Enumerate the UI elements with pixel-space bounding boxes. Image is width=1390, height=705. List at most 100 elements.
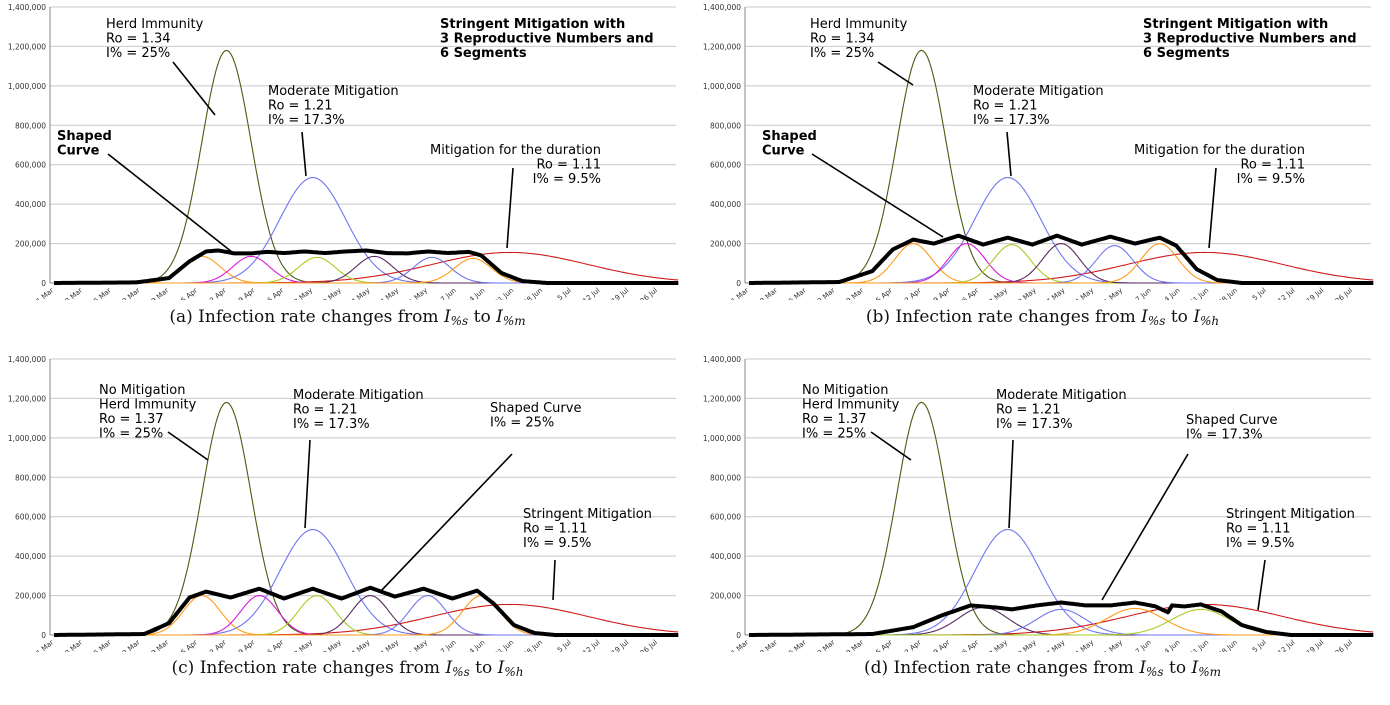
caption-b: (b) Infection rate changes from I%s to I… xyxy=(695,307,1390,328)
x-tick-label: 10 May xyxy=(318,638,343,652)
annotation-text: Herd Immunity Ro = 1.34 I% = 25% xyxy=(106,17,204,61)
annotation-text: Moderate Mitigation Ro = 1.21 I% = 17.3% xyxy=(996,388,1127,432)
caption-a-to-sub: %m xyxy=(502,314,526,328)
series-line xyxy=(749,606,1374,636)
x-tick-label: 21 Jun xyxy=(1188,638,1210,652)
x-tick-label: 7 Jun xyxy=(439,286,458,300)
annotation-line: Curve xyxy=(57,144,100,159)
annotation-line: I% = 9.5% xyxy=(1237,172,1305,187)
x-tick-label: 29 Mar xyxy=(841,286,865,300)
x-tick-label: 5 Apr xyxy=(179,638,199,652)
annotation-text: No Mitigation Herd Immunity Ro = 1.37 I% = … xyxy=(802,383,900,442)
annotation-text: Moderate Mitigation Ro = 1.21 I% = 17.3% xyxy=(973,84,1104,128)
annotation-leader xyxy=(1208,167,1217,249)
y-tick-label: 400,000 xyxy=(15,552,46,561)
x-tick-label: 28 Jun xyxy=(1217,638,1239,652)
x-tick-label: 22 Mar xyxy=(118,638,142,652)
x-tick-label: 31 May xyxy=(404,638,429,652)
annotation-text: Mitigation for the duration Ro = 1.11 I% =… xyxy=(430,143,601,187)
annotation-leader xyxy=(301,131,307,177)
x-tick-label: 15 Mar xyxy=(784,638,808,652)
y-tick-label: 1,400,000 xyxy=(8,355,46,364)
chart-panel-b: 0 200,000 400,000 600,000 800,000 1,000,000 1,… xyxy=(695,0,1390,300)
annotation-text: Stringent Mitigation with 3 Reproductive … xyxy=(440,17,654,61)
x-tick-label: 19 Apr xyxy=(929,286,952,300)
annotation-line: 3 Reproductive Numbers and xyxy=(1143,32,1357,47)
x-tick-label: 15 Mar xyxy=(89,638,113,652)
y-tick-label: 0 xyxy=(736,631,741,640)
annotation-leader xyxy=(1101,453,1189,601)
annotation-text: No Mitigation Herd Immunity Ro = 1.37 I% = … xyxy=(99,383,197,442)
x-tick-label: 12 Apr xyxy=(205,638,228,652)
x-tick-label: 12 Apr xyxy=(900,638,923,652)
y-tick-label: 800,000 xyxy=(15,121,46,130)
x-tick-label: 14 Jun xyxy=(464,286,486,300)
annotation-line: Curve xyxy=(762,144,805,159)
y-tick-label: 800,000 xyxy=(710,473,741,482)
y-tick-label: 600,000 xyxy=(710,513,741,522)
x-tick-label: 29 Mar xyxy=(146,638,170,652)
x-tick-label: 26 Apr xyxy=(957,638,980,652)
caption-b-prefix: (b) Infection rate changes from xyxy=(865,307,1136,327)
x-tick-label: 5 Apr xyxy=(179,286,199,300)
x-tick-label: 26 Apr xyxy=(262,638,285,652)
annotation-leader xyxy=(107,153,233,253)
annotation-leader xyxy=(167,431,209,461)
y-tick-label: 1,400,000 xyxy=(8,3,46,12)
shaped-curve-line xyxy=(54,585,679,637)
y-tick-label: 800,000 xyxy=(15,473,46,482)
y-tick-label: 1,400,000 xyxy=(703,355,741,364)
x-tick-label: 26 Jul xyxy=(1334,286,1354,300)
x-tick-label: 1 Mar xyxy=(35,286,55,300)
x-tick-label: 5 Apr xyxy=(874,286,894,300)
caption-a-to-word: to xyxy=(473,307,491,327)
x-tick-label: 29 Mar xyxy=(841,638,865,652)
annotation-line: I% = 9.5% xyxy=(533,172,601,187)
annotation-leader xyxy=(877,61,914,86)
chart-panel-d: 0 200,000 400,000 600,000 800,000 1,000,000 1,… xyxy=(695,352,1390,652)
x-tick-label: 8 Mar xyxy=(759,286,779,300)
x-tick-label: 31 May xyxy=(1099,638,1124,652)
caption-d-from-sub: %s xyxy=(1146,665,1164,679)
annotation-text: Moderate Mitigation Ro = 1.21 I% = 17.3% xyxy=(268,84,399,128)
shaped-curve-line xyxy=(54,248,679,285)
caption-c-to-word: to xyxy=(475,658,493,678)
x-tick-label: 24 May xyxy=(376,638,401,652)
x-tick-label: 5 Jul xyxy=(556,286,573,300)
annotation-line: Ro = 1.34 xyxy=(106,32,171,47)
x-tick-label: 12 Jul xyxy=(1276,638,1296,652)
annotation-line: 6 Segments xyxy=(1143,46,1230,61)
x-tick-label: 12 Jul xyxy=(1276,286,1296,300)
x-tick-label: 3 May xyxy=(988,286,1009,300)
annotation-leader xyxy=(1008,439,1014,529)
caption-b-to-word: to xyxy=(1170,307,1188,327)
annotation-line: Ro = 1.21 xyxy=(996,403,1061,418)
x-tick-label: 10 May xyxy=(318,286,343,300)
x-tick-label: 15 Mar xyxy=(784,286,808,300)
annotation-line: I% = 17.3% xyxy=(1186,428,1263,443)
annotation-line: Herd Immunity xyxy=(802,398,900,413)
series-line xyxy=(749,608,1374,636)
annotation-line: Moderate Mitigation xyxy=(268,84,399,99)
annotation-line: Ro = 1.11 xyxy=(1226,522,1291,537)
series-line xyxy=(749,608,1374,636)
shaped-curve-line xyxy=(749,233,1374,285)
annotation-line: Ro = 1.37 xyxy=(99,412,164,427)
x-tick-label: 28 Jun xyxy=(522,286,544,300)
annotation-leader xyxy=(1006,131,1012,177)
x-tick-label: 5 Jul xyxy=(1251,286,1268,300)
annotation-text: Moderate Mitigation Ro = 1.21 I% = 17.3% xyxy=(293,388,424,432)
annotation-text: Stringent Mitigation Ro = 1.11 I% = 9.5% xyxy=(1226,507,1355,551)
caption-c-to-sub: %h xyxy=(504,665,524,679)
annotation-line: Ro = 1.34 xyxy=(810,32,875,47)
x-tick-label: 26 Apr xyxy=(957,286,980,300)
y-tick-label: 0 xyxy=(41,631,46,640)
x-tick-label: 24 May xyxy=(1071,638,1096,652)
series-line xyxy=(749,607,1374,636)
annotation-text: Shaped Curve xyxy=(57,129,112,159)
caption-b-to: I xyxy=(1193,307,1201,327)
caption-c: (c) Infection rate changes from I%s to I… xyxy=(0,658,695,679)
x-tick-label: 22 Mar xyxy=(118,286,142,300)
x-tick-label: 21 Jun xyxy=(493,638,515,652)
annotation-line: Ro = 1.21 xyxy=(973,99,1038,114)
